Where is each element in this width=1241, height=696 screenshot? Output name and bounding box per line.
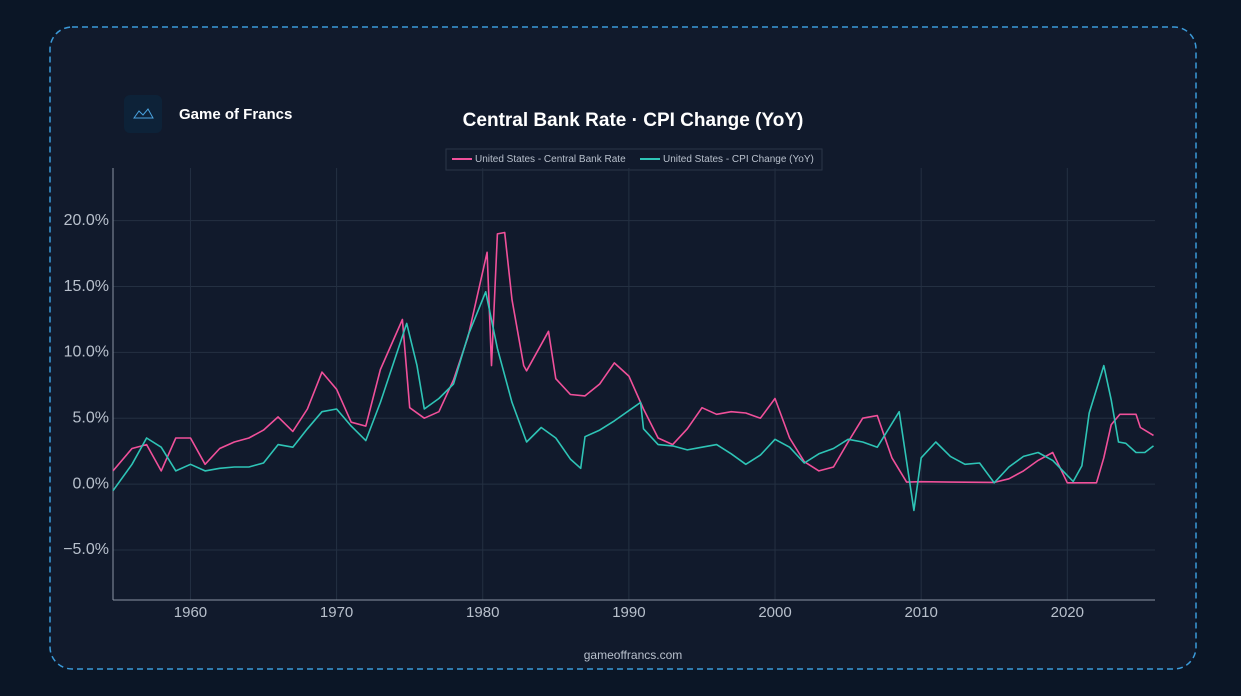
y-tick-label: 0.0% bbox=[73, 475, 109, 492]
y-tick-label: −5.0% bbox=[63, 541, 109, 558]
plot-area: −5.0% 0.0% 5.0% 10.0% 15.0% 20.0% 1960 1970 1980… bbox=[63, 168, 1155, 621]
y-tick-label: 5.0% bbox=[73, 409, 109, 426]
series-line bbox=[112, 291, 1154, 512]
x-tick-label: 2000 bbox=[758, 604, 791, 621]
y-tick-label: 20.0% bbox=[64, 212, 109, 229]
legend-label: United States - CPI Change (YoY) bbox=[663, 154, 814, 165]
x-tick-label: 2010 bbox=[904, 604, 937, 621]
brand-icon bbox=[124, 95, 162, 133]
x-tick-label: 2020 bbox=[1051, 604, 1084, 621]
x-tick-label: 1960 bbox=[174, 604, 207, 621]
chart-title: Central Bank Rate · CPI Change (YoY) bbox=[463, 110, 804, 131]
legend bbox=[445, 148, 823, 171]
legend-label: United States - Central Bank Rate bbox=[475, 154, 626, 165]
x-tick-label: 1970 bbox=[320, 604, 353, 621]
y-tick-label: 10.0% bbox=[64, 344, 109, 361]
x-tick-label: 1980 bbox=[466, 604, 499, 621]
brand-icon-glyph bbox=[133, 108, 154, 119]
y-tick-label: 15.0% bbox=[64, 278, 109, 295]
brand-name: Game of Francs bbox=[179, 106, 292, 123]
x-tick-label: 1990 bbox=[612, 604, 645, 621]
footer: gameoffrancs.com bbox=[584, 648, 683, 662]
